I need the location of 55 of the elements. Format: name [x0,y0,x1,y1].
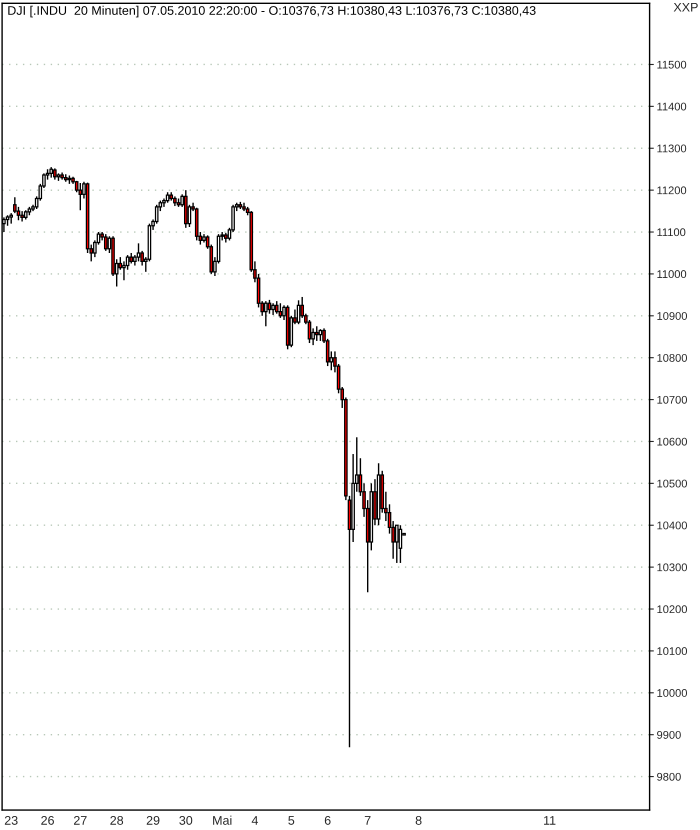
y-tick-label: 10500 [657,480,688,488]
x-tick-label: 27 [74,816,87,825]
candlestick [398,524,402,564]
candlestick [314,326,319,342]
x-tick-label: 30 [179,816,192,825]
y-tick-label: 11100 [657,228,686,236]
candlestick [296,300,300,325]
candlestick [20,210,24,222]
candlestick [136,242,140,262]
y-tick-label: 10400 [657,522,688,530]
y-tick-label: 10100 [657,647,688,656]
candlestick [49,166,54,178]
candlestick [104,233,108,252]
y-tick-label: 10300 [657,563,688,572]
candlestick [274,300,279,314]
candlestick [166,192,170,204]
y-tick-label: 11200 [657,186,686,194]
y-tick-label: 11000 [657,270,686,278]
chart-title: DJI [.INDU 20 Minuten] 07.05.2010 22:20:00 - O:10376,73 H:10380,43 L:10376,73 C:10380,43 [8,6,536,18]
x-tick-label: 8 [416,816,422,825]
y-tick-label: 10600 [657,438,688,446]
y-tick-label: 10700 [657,396,688,404]
y-tick-label: 10800 [657,354,688,362]
x-tick-label: 4 [252,816,258,825]
candlestick [224,232,228,244]
x-tick-label: 28 [110,816,124,825]
x-tick-label: 29 [146,816,160,825]
candlestick [9,212,13,224]
candlestick [268,299,272,314]
candlestick [278,302,282,319]
text: XXP [674,2,698,12]
candlestick [24,210,28,220]
y-tick-label: 10000 [657,689,688,697]
x-tick-label: 11 [544,816,556,825]
y-tick-label: 11400 [657,102,686,110]
y-tick-label: 9800 [657,772,681,781]
candlestick [271,302,275,316]
y-tick-label: 11300 [657,144,686,152]
x-tick-label: 5 [288,816,294,825]
y-tick-label: 10900 [657,312,688,320]
y-tick-label: 9900 [657,730,681,739]
x-tick-label: 23 [4,816,18,825]
x-tick-label: 6 [324,816,331,825]
y-tick-label: 10200 [657,605,688,614]
candlestick [173,196,177,207]
x-tick-label: Mai [213,816,232,825]
candlestick [129,252,134,264]
candlestick [53,168,57,180]
candlestick [318,328,322,342]
candlestick [264,300,268,327]
candlestick [78,182,82,211]
x-tick-label: 26 [41,816,54,825]
candlestick [394,524,399,564]
y-tick-label: 11500 [657,60,686,69]
x-tick-label: 7 [364,816,371,825]
